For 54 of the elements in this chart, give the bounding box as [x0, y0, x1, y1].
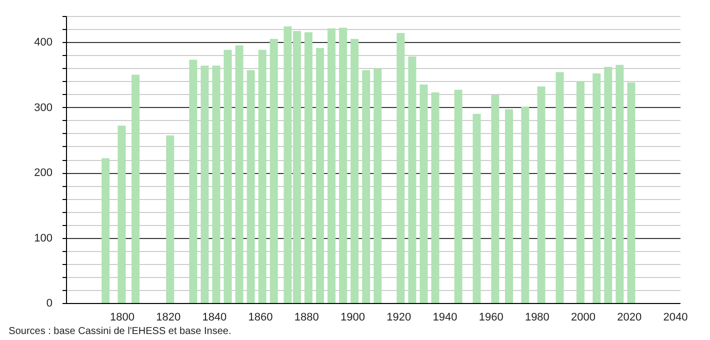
y-tick-label: 200 [34, 167, 52, 180]
bar [592, 73, 601, 303]
x-tick-label: 1940 [432, 312, 458, 324]
bar [270, 38, 278, 303]
bar [556, 72, 564, 303]
y-tick-label: 300 [34, 102, 52, 114]
bar [235, 45, 244, 303]
x-tick-label: 1920 [386, 312, 412, 324]
x-tick-label: 1980 [524, 312, 550, 324]
x-tick-label: 1820 [156, 312, 181, 324]
bar [166, 135, 174, 303]
x-tick-label: 1960 [478, 312, 504, 324]
bar [189, 60, 198, 303]
x-tick-label: 1840 [202, 312, 227, 324]
bar [604, 66, 612, 303]
bar [431, 92, 440, 303]
bar [132, 74, 140, 303]
bar [200, 66, 209, 303]
bar [362, 70, 370, 303]
bar [396, 32, 405, 303]
bar [374, 68, 382, 303]
x-tick-label: 1800 [110, 312, 134, 324]
y-tick-label: 0 [46, 298, 52, 310]
bar [491, 94, 500, 303]
bar [420, 84, 428, 303]
x-tick-label: 2020 [617, 312, 642, 324]
bar [350, 38, 359, 303]
bar [521, 106, 530, 303]
bar [316, 48, 324, 303]
bar [328, 28, 336, 303]
bar [246, 70, 255, 303]
y-tick-label: 400 [34, 36, 52, 49]
bar [408, 56, 416, 303]
bar [339, 28, 348, 303]
bar [118, 126, 126, 303]
bar [537, 86, 546, 303]
bar [258, 50, 266, 303]
bar [224, 50, 232, 303]
x-tick-label: 1880 [294, 312, 319, 324]
bar [616, 64, 624, 303]
bar [627, 82, 636, 303]
y-tick-label: 100 [34, 232, 52, 244]
x-tick-label: 2040 [663, 312, 688, 324]
bar [576, 81, 584, 303]
source-note: Sources : base Cassini de l'EHESS et base Insee. [8, 326, 232, 337]
bar [304, 32, 312, 303]
x-tick-label: 2000 [571, 312, 596, 324]
bar [212, 66, 220, 303]
x-tick-label: 1860 [248, 312, 273, 324]
bar [472, 114, 481, 303]
bar [505, 109, 514, 303]
bar [454, 90, 462, 303]
bar [102, 158, 110, 303]
x-tick-label: 1900 [340, 312, 365, 324]
